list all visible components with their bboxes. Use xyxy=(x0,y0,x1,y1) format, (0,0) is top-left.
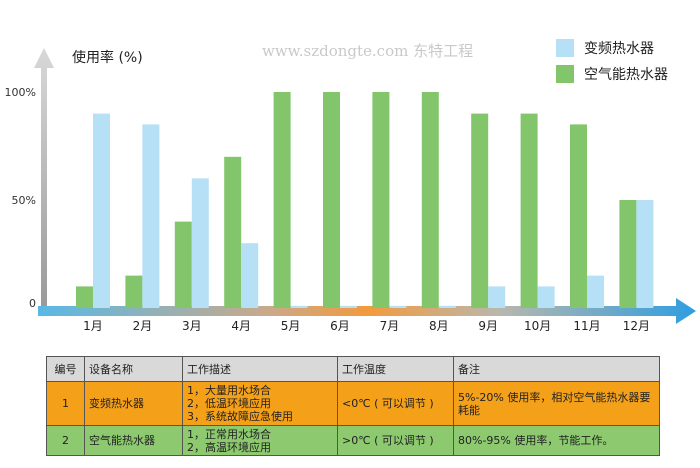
x-tick-label: 11月 xyxy=(573,319,600,333)
x-tick-label: 4月 xyxy=(231,319,251,333)
y-tick-label: 0 xyxy=(29,297,36,310)
bar-air-source xyxy=(125,275,143,308)
bar-air-source xyxy=(372,92,390,308)
bar-air-source xyxy=(76,286,93,308)
x-tick-label: 3月 xyxy=(182,319,202,333)
row-description: 1，正常用水场合 2，高温环境应用 xyxy=(182,425,338,456)
x-tick-label: 5月 xyxy=(281,319,301,333)
bar-variable-frequency xyxy=(191,178,209,308)
bar-variable-frequency xyxy=(142,124,160,309)
bar-air-source xyxy=(619,200,637,308)
legend-label: 变频热水器 xyxy=(584,41,654,57)
y-tick-label: 50% xyxy=(12,194,36,207)
legend-swatch-air-source xyxy=(556,65,574,83)
legend-label: 空气能热水器 xyxy=(584,67,668,83)
row-note: 80%-95% 使用率，节能工作。 xyxy=(453,425,660,456)
x-tick-label: 10月 xyxy=(524,319,551,333)
x-tick-label: 7月 xyxy=(380,319,400,333)
bar-variable-frequency xyxy=(241,243,259,308)
bar-variable-frequency xyxy=(290,305,308,308)
x-tick-label: 2月 xyxy=(133,319,153,333)
bar-variable-frequency xyxy=(438,305,456,308)
x-tick-label: 9月 xyxy=(478,319,498,333)
bar-air-source xyxy=(273,92,291,308)
header-temperature: 工作温度 xyxy=(337,356,454,382)
description-line: 2，低温环境应用 xyxy=(187,397,271,410)
table-header-row: 编号 设备名称 工作描述 工作温度 备注 xyxy=(46,356,660,382)
watermark: www.szdongte.com 东特工程 xyxy=(262,42,474,60)
x-tick-label: 12月 xyxy=(623,319,650,333)
bars xyxy=(76,92,654,309)
bar-air-source xyxy=(520,113,538,308)
table-row: 1 变频热水器 1，大量用水场合 2，低温环境应用 3，系统故障应急使用 <0℃… xyxy=(46,381,660,426)
bar-air-source xyxy=(471,113,489,308)
bar-variable-frequency xyxy=(389,305,407,308)
bar-air-source xyxy=(174,221,192,308)
row-temperature: <0℃ ( 可以调节 ) xyxy=(337,381,454,426)
row-id: 1 xyxy=(46,381,85,426)
bar-variable-frequency xyxy=(340,305,357,308)
bar-variable-frequency xyxy=(587,275,604,308)
x-axis-arrow xyxy=(38,298,696,324)
y-axis-arrow xyxy=(34,48,54,306)
bar-variable-frequency xyxy=(537,286,555,308)
row-device: 空气能热水器 xyxy=(84,425,183,456)
header-id: 编号 xyxy=(46,356,85,382)
y-axis-label: 使用率 (%) xyxy=(72,49,143,66)
bar-variable-frequency xyxy=(636,200,654,308)
row-note: 5%-20% 使用率，相对空气能热水器要耗能 xyxy=(453,381,660,426)
row-device: 变频热水器 xyxy=(84,381,183,426)
bar-variable-frequency xyxy=(93,113,110,308)
header-description: 工作描述 xyxy=(182,356,338,382)
x-tick-label: 8月 xyxy=(429,319,449,333)
comparison-table: 编号 设备名称 工作描述 工作温度 备注 1 变频热水器 1，大量用水场合 2，… xyxy=(46,356,660,456)
header-note: 备注 xyxy=(453,356,660,382)
table-row: 2 空气能热水器 1，正常用水场合 2，高温环境应用 >0℃ ( 可以调节 ) … xyxy=(46,425,660,456)
bar-air-source xyxy=(224,156,242,308)
y-ticks: 0 50% 100% xyxy=(5,86,36,310)
header-device: 设备名称 xyxy=(84,356,183,382)
x-tick-label: 1月 xyxy=(83,319,103,333)
description-line: 2，高温环境应用 xyxy=(187,440,271,454)
row-id: 2 xyxy=(46,425,85,456)
bar-air-source xyxy=(323,92,340,308)
x-tick-label: 6月 xyxy=(330,319,350,333)
bar-variable-frequency xyxy=(488,286,506,308)
bar-air-source xyxy=(570,124,587,309)
legend-swatch-variable-frequency xyxy=(556,39,574,57)
row-description: 1，大量用水场合 2，低温环境应用 3，系统故障应急使用 xyxy=(182,381,338,426)
description-line: 1，正常用水场合 xyxy=(187,427,271,441)
y-tick-label: 100% xyxy=(5,86,36,99)
bar-chart: 使用率 (%) 0 50% 100% 1月 2月 3月 4月 5月 6月 7月 8月 9月 10月 11… xyxy=(5,48,696,333)
bar-air-source xyxy=(421,92,439,308)
row-temperature: >0℃ ( 可以调节 ) xyxy=(337,425,454,456)
x-tick-labels: 1月 2月 3月 4月 5月 6月 7月 8月 9月 10月 11月 12月 xyxy=(83,319,650,333)
description-line: 3，系统故障应急使用 xyxy=(187,410,293,423)
description-line: 1，大量用水场合 xyxy=(187,384,271,397)
